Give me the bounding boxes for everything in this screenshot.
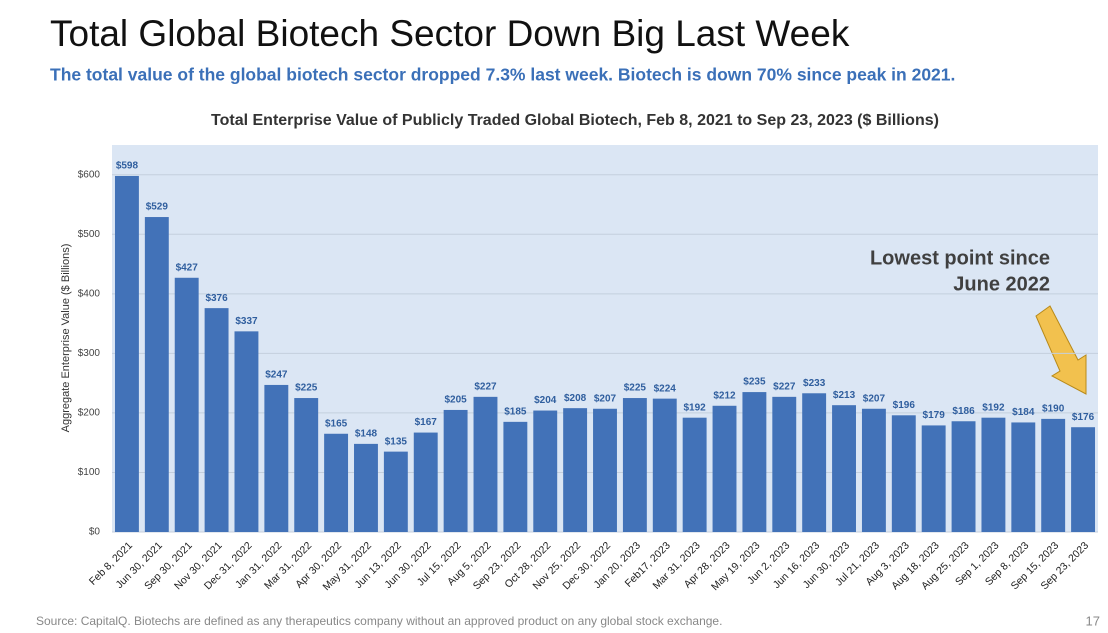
value-label: $190: [1042, 404, 1065, 415]
bar: [473, 396, 498, 532]
value-label: $598: [116, 161, 139, 172]
value-label: $207: [594, 393, 617, 404]
bar: [324, 433, 349, 532]
value-label: $192: [982, 402, 1005, 413]
value-label: $179: [923, 410, 946, 421]
value-label: $235: [743, 377, 766, 388]
bar: [354, 443, 378, 532]
y-tick-label: $400: [78, 288, 101, 299]
annotation: June 2022: [953, 273, 1050, 295]
bar: [503, 421, 528, 532]
bar: [712, 405, 737, 532]
bar: [443, 409, 468, 532]
bar: [563, 408, 588, 532]
chart-title: Total Enterprise Value of Publicly Trade…: [211, 112, 939, 129]
value-label: $186: [952, 406, 975, 417]
bar: [593, 408, 617, 532]
value-label: $212: [713, 390, 736, 401]
annotation: Lowest point since: [870, 247, 1050, 269]
bar: [742, 392, 767, 532]
value-label: $225: [624, 383, 647, 394]
bar: [1011, 422, 1036, 532]
value-label: $176: [1072, 412, 1095, 423]
bar: [413, 432, 438, 532]
value-label: $233: [803, 378, 826, 389]
bar: [264, 384, 289, 532]
bar: [533, 410, 558, 532]
bar: [144, 217, 169, 532]
y-tick-label: $200: [78, 408, 101, 419]
y-axis-label: Aggregate Enterprise Value ($ Billions): [60, 244, 72, 433]
value-label: $207: [863, 393, 886, 404]
value-label: $185: [504, 406, 527, 417]
bar: [622, 398, 647, 532]
bar: [234, 331, 259, 532]
slide-title: Total Global Biotech Sector Down Big Las…: [50, 13, 850, 54]
y-tick-label: $100: [78, 467, 101, 478]
bar: [832, 405, 856, 532]
value-label: $224: [654, 383, 677, 394]
value-label: $208: [564, 393, 587, 404]
y-tick-label: $600: [78, 169, 101, 180]
bar: [1041, 418, 1066, 532]
y-tick-label: $0: [89, 527, 101, 538]
value-label: $196: [893, 400, 916, 411]
value-label: $225: [295, 383, 318, 394]
value-label: $135: [385, 436, 408, 447]
bar: [652, 398, 677, 532]
value-label: $529: [146, 202, 169, 213]
y-tick-label: $500: [78, 229, 101, 240]
bar: [174, 277, 199, 532]
value-label: $227: [474, 381, 497, 392]
bar: [802, 393, 827, 532]
value-label: $205: [444, 395, 467, 406]
value-label: $192: [684, 402, 707, 413]
value-label: $165: [325, 418, 348, 429]
bar: [951, 421, 976, 532]
bar: [861, 408, 886, 532]
arrow: [1035, 305, 1087, 395]
value-label: $213: [833, 390, 856, 401]
bar: [383, 451, 408, 532]
y-tick-label: $300: [78, 348, 101, 359]
bar: [114, 175, 139, 532]
value-label: $227: [773, 381, 796, 392]
bar: [204, 308, 229, 532]
bar: [921, 425, 946, 532]
value-label: $247: [265, 370, 288, 381]
value-label: $337: [235, 316, 258, 327]
value-label: $427: [176, 262, 199, 273]
bar: [772, 396, 797, 532]
value-label: $204: [534, 395, 557, 406]
page-number: 17: [1086, 613, 1100, 628]
value-label: $167: [415, 417, 438, 428]
subtitle: The total value of the global biotech se…: [50, 65, 955, 85]
source: Source: CapitalQ. Biotechs are defined a…: [36, 614, 722, 628]
bar: [682, 417, 707, 532]
value-label: $148: [355, 429, 378, 440]
bar: [891, 415, 916, 532]
value-label: $184: [1012, 407, 1035, 418]
bar: [294, 398, 319, 532]
bar: [1071, 427, 1096, 532]
value-label: $376: [205, 293, 228, 304]
bar: [981, 417, 1006, 532]
